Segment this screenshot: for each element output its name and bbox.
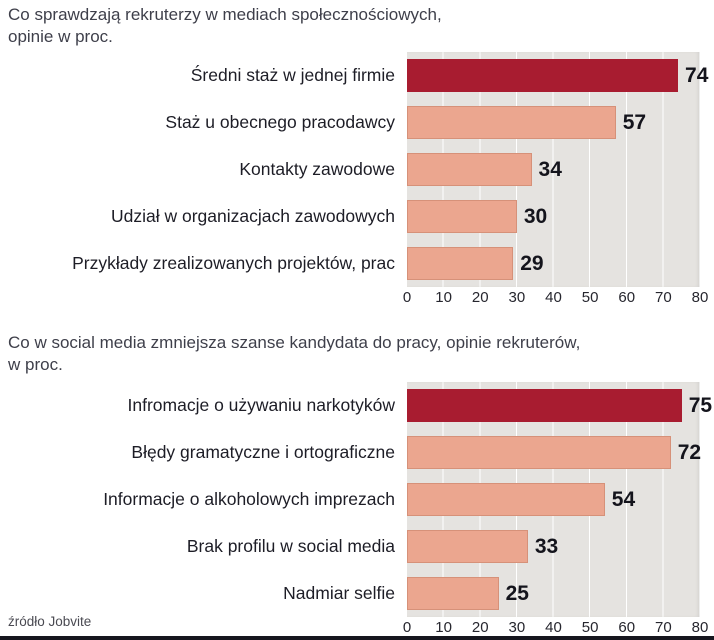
value-label: 34 [538,157,562,181]
bar-chart-recruiters-check: Średni staż w jednej firmie 74 Staż u ob… [0,52,714,287]
value-label: 72 [677,440,702,464]
bar [407,200,517,233]
chart-row: Infromacje o używaniu narkotyków 75 [0,382,714,429]
bar [407,247,514,280]
axis-tick: 20 [471,619,489,636]
axis-tick: 0 [402,289,412,306]
axis-tick: 40 [545,289,562,306]
chart-row: Przykłady zrealizowanych projektów, prac… [0,240,714,287]
chart-title-2: Co w social media zmniejsza szanse kandy… [8,333,581,375]
axis-tick: 10 [435,289,452,306]
bar-cell: 30 [407,200,700,233]
bar-cell: 33 [407,530,700,563]
bar [407,106,616,139]
axis-tick: 60 [618,289,636,306]
axis-tick: 30 [508,619,526,636]
value-label: 30 [523,204,548,228]
bar [407,577,499,610]
value-label: 54 [611,487,636,511]
chart-row: Udział w organizacjach zawodowych 30 [0,193,714,240]
chart-row: Nadmiar selfie 25 [0,570,714,617]
bar-cell: 54 [407,483,700,516]
chart-row: Staż u obecnego pracodawcy 57 [0,99,714,146]
category-label: Infromacje o używaniu narkotyków [127,394,395,415]
chart-row: Średni staż w jednej firmie 74 [0,52,714,99]
x-axis-2: 0 10 20 30 40 50 60 70 80 [403,617,709,637]
source-note: źródło Jobvite [8,614,92,629]
chart-row: Kontakty zawodowe 34 [0,146,714,193]
value-label: 33 [534,534,559,558]
axis-tick: 60 [618,619,636,636]
category-label: Staż u obecnego pracodawcy [165,111,395,132]
value-label: 74 [685,63,709,87]
x-axis-1: 0 10 20 30 40 50 60 70 80 [403,287,709,307]
axis-tick: 50 [581,619,599,636]
bar [407,436,671,469]
axis-tick: 80 [691,289,709,306]
category-label: Kontakty zawodowe [239,158,395,179]
bottom-border [0,636,714,640]
chart-title-1: Co sprawdzają rekruterzy w mediach społe… [8,5,442,47]
chart-row: Informacje o alkoholowych imprezach 54 [0,476,714,523]
value-label: 57 [622,110,647,134]
category-label: Przykłady zrealizowanych projektów, prac [72,252,395,273]
axis-tick: 80 [691,619,709,636]
bar [407,530,528,563]
category-label: Średni staż w jednej firmie [190,64,395,85]
value-label: 75 [688,393,713,417]
bar [407,59,679,92]
category-label: Błędy gramatyczne i ortograficzne [131,441,395,462]
category-label: Brak profilu w social media [186,535,395,556]
axis-tick: 10 [435,619,452,636]
axis-tick: 50 [581,289,599,306]
value-label: 25 [505,581,529,605]
axis-tick: 70 [655,289,672,306]
bar-cell: 57 [407,106,700,139]
bar [407,389,682,422]
value-label: 29 [520,251,544,275]
axis-tick: 70 [655,619,672,636]
bar-cell: 74 [407,59,708,92]
bar [407,483,605,516]
chart-row: Błędy gramatyczne i ortograficzne 72 [0,429,714,476]
axis-tick: 0 [402,619,412,636]
bar-cell: 72 [407,436,702,469]
bar-cell: 34 [407,153,700,186]
axis-tick: 40 [545,619,562,636]
bar-cell: 29 [407,247,700,280]
bar-cell: 25 [407,577,700,610]
bar [407,153,532,186]
axis-tick: 30 [508,289,526,306]
chart-row: Brak profilu w social media 33 [0,523,714,570]
axis-tick: 20 [471,289,489,306]
bar-cell: 75 [407,389,712,422]
category-label: Nadmiar selfie [283,582,395,603]
category-label: Informacje o alkoholowych imprezach [103,488,395,509]
bar-chart-reduces-chances: Infromacje o używaniu narkotyków 75 Błęd… [0,382,714,617]
category-label: Udział w organizacjach zawodowych [110,205,395,226]
